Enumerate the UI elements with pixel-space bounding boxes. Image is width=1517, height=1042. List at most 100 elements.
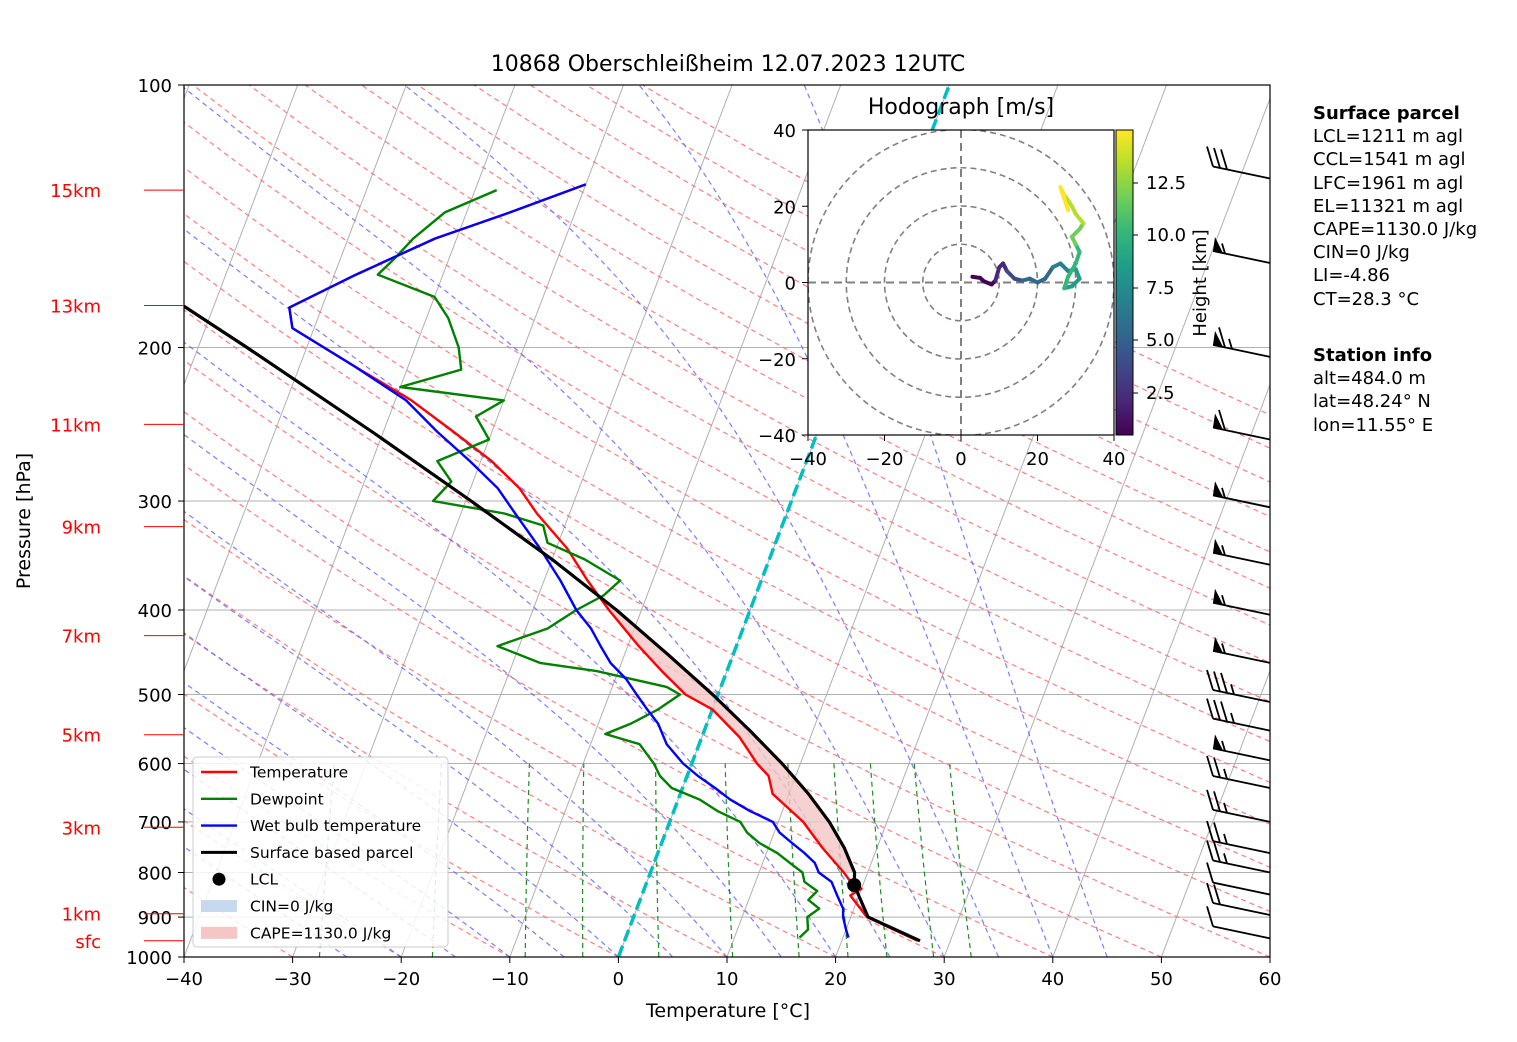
- wind-barb: [1206, 146, 1271, 180]
- hodograph-title: Hodograph [m/s]: [868, 95, 1054, 120]
- wind-barb: [1212, 236, 1271, 264]
- barb-pennant: [1213, 636, 1223, 654]
- hodograph-segment: [993, 265, 1002, 283]
- y-tick-label: 700: [138, 813, 172, 834]
- x-tick-label: 0: [613, 969, 624, 990]
- barb-flag: [1213, 884, 1221, 905]
- barb-half-flag: [1221, 243, 1226, 254]
- y-tick-label: 600: [138, 755, 172, 776]
- legend-fill-swatch: [201, 926, 237, 939]
- wind-barb: [1206, 698, 1271, 732]
- barb-shaft: [1212, 859, 1271, 874]
- moist-adiabat: [184, 510, 728, 957]
- barb-flag: [1206, 906, 1214, 927]
- hodograph-segment: [1058, 185, 1067, 201]
- x-tick-label: 10: [716, 969, 739, 990]
- barb-flag: [1220, 149, 1228, 170]
- dry-adiabat: [184, 359, 1270, 957]
- station-longitude: lon=11.55° E: [1313, 414, 1434, 436]
- barb-shaft: [1212, 165, 1271, 180]
- wind-barb: [1212, 409, 1271, 441]
- wind-barb: [1206, 906, 1271, 940]
- barb-shaft: [1212, 717, 1271, 732]
- wind-barb: [1212, 538, 1271, 566]
- barb-flag: [1213, 147, 1221, 169]
- isotherm-gridline: [1052, 383, 1270, 957]
- hodograph-segment: [1073, 211, 1086, 226]
- height-label: 3km: [62, 818, 101, 839]
- isotherm-gridline: [1160, 669, 1270, 957]
- colorbar-tick-label: 5.0: [1146, 330, 1175, 351]
- y-tick-label: 800: [138, 863, 172, 884]
- hodograph-y-tick-label: 20: [773, 197, 796, 218]
- y-axis-label: Pressure [hPa]: [13, 453, 35, 589]
- colorbar-tick-label: 12.5: [1146, 173, 1186, 194]
- surface-parcel-li: LI=-4.86: [1313, 265, 1390, 287]
- barb-flag: [1213, 841, 1221, 863]
- barb-flag: [1206, 820, 1214, 842]
- mixing-ratio-line: [724, 763, 734, 957]
- barb-shaft: [1212, 775, 1271, 789]
- moist-adiabat: [184, 433, 782, 957]
- mixing-ratio-line: [524, 763, 530, 957]
- barb-shaft: [1212, 747, 1271, 762]
- barb-shaft: [1212, 494, 1271, 509]
- barb-shaft: [1212, 809, 1271, 823]
- y-axis-ticks: 100 200 300 400 500 600 700 800 900 1000: [126, 76, 184, 969]
- legend-label: Surface based parcel: [250, 844, 413, 862]
- legend-label: CIN=0 J/kg: [250, 898, 333, 916]
- hodograph-x-tick-label: 40: [1103, 449, 1126, 470]
- hodograph-y-tick-label: 40: [773, 121, 796, 142]
- isotherm-gridline: [184, 85, 407, 673]
- barb-flag: [1213, 757, 1221, 778]
- height-labels: sfc 1km 3km 5km 7km 9km 11km 13km 15km: [50, 181, 184, 953]
- barb-shaft: [1212, 650, 1271, 664]
- wind-barb: [1206, 862, 1271, 896]
- dry-adiabat: [184, 575, 836, 957]
- barb-flag: [1213, 699, 1221, 721]
- legend-label: CAPE=1130.0 J/kg: [250, 924, 391, 942]
- dry-adiabat: [184, 518, 945, 957]
- barb-shaft: [1212, 250, 1271, 264]
- legend-label: Wet bulb temperature: [250, 817, 421, 835]
- mixing-ratio-line: [913, 763, 935, 957]
- dry-adiabat: [184, 166, 1270, 784]
- chart-title: 10868 Oberschleißheim 12.07.2023 12UTC: [491, 52, 966, 77]
- hodograph-segment: [1062, 196, 1071, 213]
- surface-parcel-ccl: CCL=1541 m agl: [1313, 149, 1466, 171]
- wind-barb: [1206, 882, 1271, 916]
- zero-isotherm: [616, 85, 951, 957]
- height-label: 7km: [62, 627, 101, 648]
- barb-half-flag: [1221, 545, 1226, 556]
- wind-barb: [1212, 327, 1271, 358]
- x-tick-label: 20: [824, 969, 847, 990]
- isotherm-gridline: [943, 97, 1270, 957]
- hodograph-segment: [1043, 265, 1055, 281]
- hodograph-y-tick-label: 0: [785, 274, 796, 295]
- dewpoint-line: [376, 188, 821, 939]
- barb-flag: [1213, 791, 1221, 812]
- surface-parcel-cin: CIN=0 J/kg: [1313, 242, 1410, 264]
- dry-adiabat: [184, 693, 619, 957]
- barb-flag: [1220, 672, 1228, 694]
- wetbulb-line: [288, 183, 850, 938]
- barb-half-flag: [1221, 643, 1226, 654]
- barb-shaft: [1212, 601, 1271, 616]
- barb-flag: [1220, 701, 1228, 722]
- hodograph-segment: [1062, 274, 1071, 291]
- barb-shaft: [1212, 343, 1271, 358]
- barb-shaft: [1212, 925, 1271, 940]
- moist-adiabat: [803, 85, 1108, 957]
- y-tick-label: 500: [138, 686, 172, 707]
- hodograph-x-tick-label: 0: [955, 449, 966, 470]
- barb-flag: [1206, 755, 1214, 777]
- isotherm-gridline: [184, 85, 299, 387]
- barb-pennant: [1213, 413, 1223, 430]
- surface-parcel-panel: Surface parcel LCL=1211 m agl CCL=1541 m…: [1313, 102, 1477, 311]
- wind-barb: [1206, 840, 1271, 874]
- hodograph-inset: Hodograph [m/s] −40 −20 0 20 40 40 20 0 −20 −40 2.5…: [758, 95, 1211, 470]
- dry-adiabat: [192, 85, 1270, 703]
- moist-adiabat: [184, 681, 565, 957]
- wind-barb: [1206, 820, 1271, 854]
- profile-lines: [184, 183, 921, 943]
